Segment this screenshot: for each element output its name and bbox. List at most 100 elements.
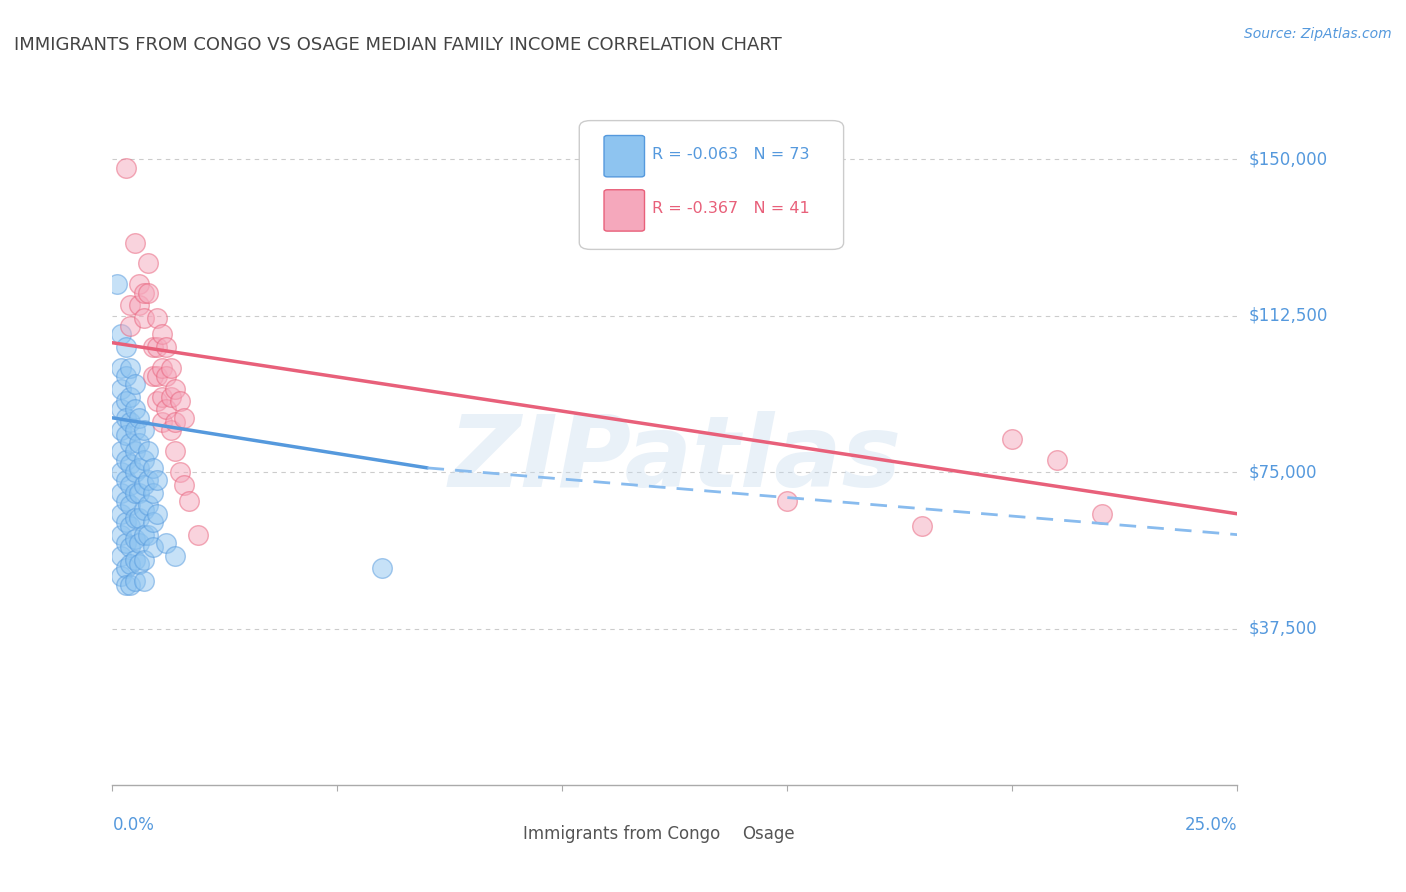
Point [124, 235, 146, 250]
Point [187, 527, 209, 541]
Text: ZIPatlas: ZIPatlas [449, 411, 901, 508]
Ellipse shape [496, 825, 516, 842]
Point [128, 298, 150, 312]
Point [124, 574, 146, 588]
Text: $75,000: $75,000 [1249, 463, 1317, 481]
Point [110, 327, 132, 342]
Point [165, 549, 187, 563]
Point [173, 477, 195, 491]
Point [911, 519, 934, 533]
Point [120, 477, 142, 491]
Point [120, 557, 142, 571]
Point [146, 310, 169, 325]
Point [120, 499, 142, 513]
Point [150, 360, 173, 375]
Point [128, 435, 150, 450]
Point [146, 474, 169, 488]
Point [132, 527, 155, 541]
Point [128, 536, 150, 550]
FancyBboxPatch shape [605, 136, 644, 177]
Point [110, 527, 132, 541]
Point [142, 461, 165, 475]
Point [115, 578, 138, 592]
Point [105, 277, 128, 292]
Point [110, 507, 132, 521]
Point [169, 465, 191, 479]
Point [1046, 452, 1069, 467]
Point [115, 494, 138, 508]
Point [138, 285, 160, 300]
Point [1091, 507, 1114, 521]
Point [128, 486, 150, 500]
Point [110, 402, 132, 417]
Point [132, 285, 155, 300]
Point [124, 532, 146, 546]
FancyBboxPatch shape [605, 190, 644, 231]
Point [115, 394, 138, 409]
Point [132, 310, 155, 325]
Point [160, 423, 183, 437]
Text: R = -0.367   N = 41: R = -0.367 N = 41 [652, 202, 810, 216]
Point [160, 390, 183, 404]
Point [120, 390, 142, 404]
Text: $37,500: $37,500 [1249, 620, 1317, 638]
Point [132, 502, 155, 516]
Point [138, 444, 160, 458]
Point [132, 423, 155, 437]
Text: 0.0%: 0.0% [112, 815, 155, 833]
Point [124, 552, 146, 566]
Point [120, 457, 142, 471]
Point [138, 527, 160, 541]
Point [110, 423, 132, 437]
Point [128, 461, 150, 475]
Point [128, 511, 150, 525]
Point [169, 394, 191, 409]
Point [142, 486, 165, 500]
Point [120, 360, 142, 375]
Point [128, 557, 150, 571]
Point [124, 423, 146, 437]
Text: IMMIGRANTS FROM CONGO VS OSAGE MEDIAN FAMILY INCOME CORRELATION CHART: IMMIGRANTS FROM CONGO VS OSAGE MEDIAN FA… [14, 36, 782, 54]
Point [128, 410, 150, 425]
Point [165, 382, 187, 396]
Point [150, 390, 173, 404]
Point [1001, 432, 1024, 446]
Point [146, 394, 169, 409]
Point [165, 444, 187, 458]
FancyBboxPatch shape [579, 120, 844, 250]
Point [110, 549, 132, 563]
Point [142, 540, 165, 554]
Point [115, 474, 138, 488]
Point [110, 382, 132, 396]
Point [142, 369, 165, 384]
Point [115, 369, 138, 384]
Point [155, 402, 177, 417]
Point [120, 415, 142, 429]
Point [173, 410, 195, 425]
Point [132, 552, 155, 566]
Text: $150,000: $150,000 [1249, 150, 1327, 169]
Point [138, 256, 160, 270]
Point [120, 519, 142, 533]
Point [115, 161, 138, 175]
Text: 25.0%: 25.0% [1185, 815, 1237, 833]
Point [110, 360, 132, 375]
Point [110, 444, 132, 458]
Point [150, 415, 173, 429]
Point [138, 474, 160, 488]
Point [160, 360, 183, 375]
Point [115, 427, 138, 442]
Point [128, 277, 150, 292]
Point [177, 494, 200, 508]
Point [142, 515, 165, 529]
Point [120, 298, 142, 312]
Point [115, 340, 138, 354]
Text: R = -0.063   N = 73: R = -0.063 N = 73 [652, 147, 810, 162]
Point [124, 465, 146, 479]
Text: Immigrants from Congo: Immigrants from Congo [523, 825, 720, 843]
Point [115, 410, 138, 425]
Point [110, 569, 132, 583]
Point [120, 435, 142, 450]
Point [132, 574, 155, 588]
Ellipse shape [716, 825, 735, 842]
